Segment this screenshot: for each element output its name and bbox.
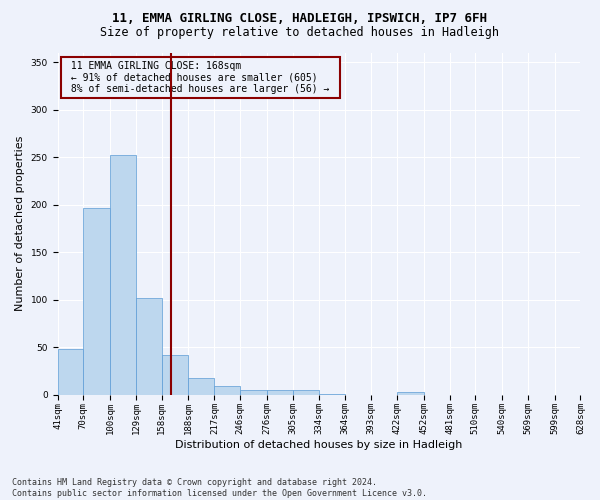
Text: Size of property relative to detached houses in Hadleigh: Size of property relative to detached ho… xyxy=(101,26,499,39)
Bar xyxy=(240,390,267,394)
Text: 11, EMMA GIRLING CLOSE, HADLEIGH, IPSWICH, IP7 6FH: 11, EMMA GIRLING CLOSE, HADLEIGH, IPSWIC… xyxy=(113,12,487,26)
Y-axis label: Number of detached properties: Number of detached properties xyxy=(15,136,25,311)
Bar xyxy=(58,349,83,395)
Bar xyxy=(397,392,424,394)
Text: 11 EMMA GIRLING CLOSE: 168sqm 
 ← 91% of detached houses are smaller (605) 
 8% : 11 EMMA GIRLING CLOSE: 168sqm ← 91% of d… xyxy=(65,61,335,94)
Bar xyxy=(83,208,110,394)
Bar xyxy=(267,390,293,394)
X-axis label: Distribution of detached houses by size in Hadleigh: Distribution of detached houses by size … xyxy=(175,440,463,450)
Bar xyxy=(188,378,214,394)
Bar xyxy=(580,392,600,394)
Bar xyxy=(162,354,188,395)
Text: Contains HM Land Registry data © Crown copyright and database right 2024.
Contai: Contains HM Land Registry data © Crown c… xyxy=(12,478,427,498)
Bar xyxy=(214,386,240,394)
Bar xyxy=(136,298,162,394)
Bar xyxy=(110,155,136,394)
Bar xyxy=(293,390,319,394)
